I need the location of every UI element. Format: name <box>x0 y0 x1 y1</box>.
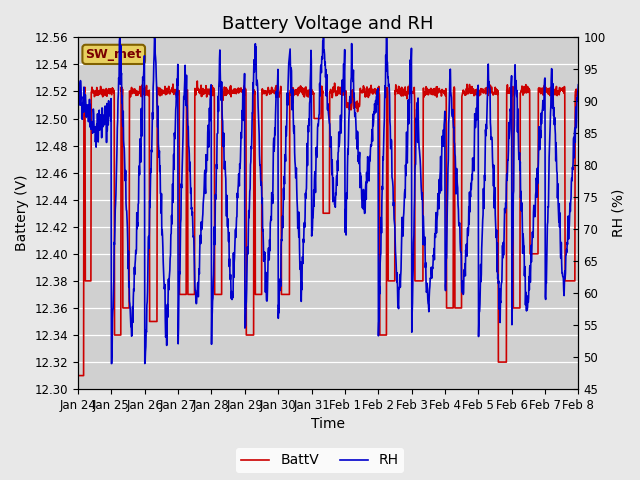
RH <box>186 159 194 165</box>
RH <box>516 150 524 156</box>
RH <box>108 360 115 366</box>
BattV <box>406 82 413 87</box>
Y-axis label: RH (%): RH (%) <box>611 189 625 238</box>
Line: RH: RH <box>78 37 579 363</box>
RH <box>472 125 479 131</box>
BattV <box>193 78 201 84</box>
BattV <box>515 305 523 311</box>
X-axis label: Time: Time <box>311 418 345 432</box>
Line: BattV: BattV <box>78 81 579 375</box>
Y-axis label: Battery (V): Battery (V) <box>15 175 29 252</box>
BattV <box>575 93 582 98</box>
BattV <box>186 291 193 297</box>
Legend: BattV, RH: BattV, RH <box>236 448 404 473</box>
BattV <box>74 372 82 378</box>
BattV <box>173 86 181 92</box>
BattV <box>242 86 250 92</box>
BattV <box>471 89 479 95</box>
RH <box>116 35 124 40</box>
RH <box>242 303 250 309</box>
RH <box>406 57 414 63</box>
Text: SW_met: SW_met <box>86 48 142 61</box>
Title: Battery Voltage and RH: Battery Voltage and RH <box>223 15 434 33</box>
RH <box>575 82 582 88</box>
RH <box>174 61 182 67</box>
RH <box>74 78 82 84</box>
